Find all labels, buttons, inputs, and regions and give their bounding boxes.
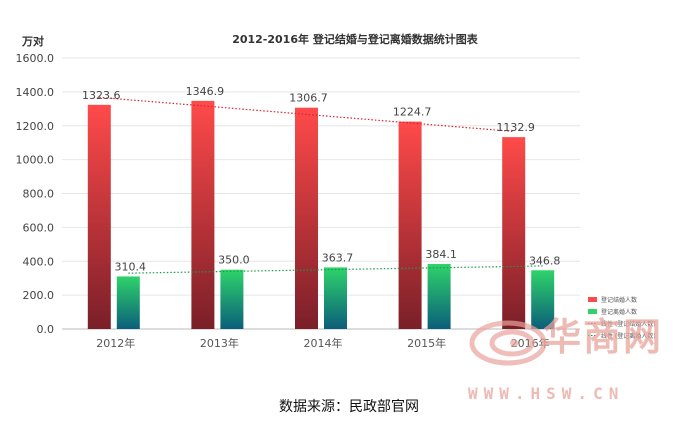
data-label: 310.4 xyxy=(115,260,147,273)
trendline xyxy=(99,96,514,133)
data-labels: 1323.6 1346.9 1306.7 1224.7 1132.9 310.4 350.0… xyxy=(82,85,560,274)
chart: 2012-2016年 登记结婚与登记离婚数据统计图表 万对 0.0 200.0 40… xyxy=(16,32,656,350)
data-label: 346.8 xyxy=(529,254,561,267)
watermark-url: WWW.HSW.CN xyxy=(468,384,625,403)
data-label: 350.0 xyxy=(218,254,250,267)
watermark-logo: 华商网 xyxy=(543,314,664,359)
y-tick-label: 200.0 xyxy=(23,289,55,302)
x-tick-label: 2014年 xyxy=(304,336,343,350)
divorce-bar xyxy=(116,276,140,329)
legend-label: 登记结婚人数 xyxy=(601,296,637,304)
marriage-bar xyxy=(191,100,215,330)
x-tick-label: 2012年 xyxy=(96,336,135,350)
y-axis-unit-label: 万对 xyxy=(21,34,44,48)
marriage-bar xyxy=(295,107,318,329)
y-tick-label: 1200.0 xyxy=(16,120,55,133)
y-tick-label: 800.0 xyxy=(23,188,55,201)
x-axis-ticks: 2012年 2013年 2014年 2015年 2016年 xyxy=(96,336,549,350)
y-axis-ticks: 0.0 200.0 400.0 600.0 800.0 1000.0 1200.0 1400.… xyxy=(16,52,55,336)
chart-title: 2012-2016年 登记结婚与登记离婚数据统计图表 xyxy=(232,32,479,46)
x-tick-label: 2013年 xyxy=(200,336,239,350)
y-tick-label: 0.0 xyxy=(37,323,55,336)
data-label: 1323.6 xyxy=(82,89,121,102)
data-label: 1306.7 xyxy=(289,92,328,105)
y-tick-label: 600.0 xyxy=(23,221,55,234)
divorce-bar xyxy=(220,269,244,329)
divorce-bar xyxy=(427,263,451,329)
legend-label: 登记离婚人数 xyxy=(601,308,637,316)
x-tick-label: 2015年 xyxy=(407,336,446,350)
y-tick-label: 1400.0 xyxy=(16,86,55,99)
marriage-bar xyxy=(87,104,111,329)
trendlines xyxy=(99,96,543,274)
marriage-bar xyxy=(502,137,526,329)
y-tick-label: 400.0 xyxy=(23,255,55,268)
watermark-swirl-icon xyxy=(469,320,547,366)
data-label: 1132.9 xyxy=(496,121,535,134)
data-label: 363.7 xyxy=(322,251,354,264)
divorce-bar xyxy=(324,267,347,329)
data-label: 1346.9 xyxy=(186,85,225,98)
y-tick-label: 1000.0 xyxy=(16,154,55,167)
data-label: 384.1 xyxy=(425,248,457,261)
divorce-bar xyxy=(531,270,555,329)
marriage-bar xyxy=(398,121,422,329)
grid-lines xyxy=(62,57,580,330)
legend-swatch xyxy=(588,297,597,302)
data-label: 1224.7 xyxy=(393,106,432,119)
legend-swatch xyxy=(588,309,597,314)
legend-label: 线性 (登记结婚人数) xyxy=(601,320,656,328)
bars xyxy=(87,100,555,330)
legend-label: 线性 (登记离婚人数) xyxy=(601,332,656,340)
source-note: 数据来源：民政部官网 xyxy=(279,399,419,415)
y-tick-label: 1600.0 xyxy=(16,52,55,65)
trendline xyxy=(128,265,543,274)
